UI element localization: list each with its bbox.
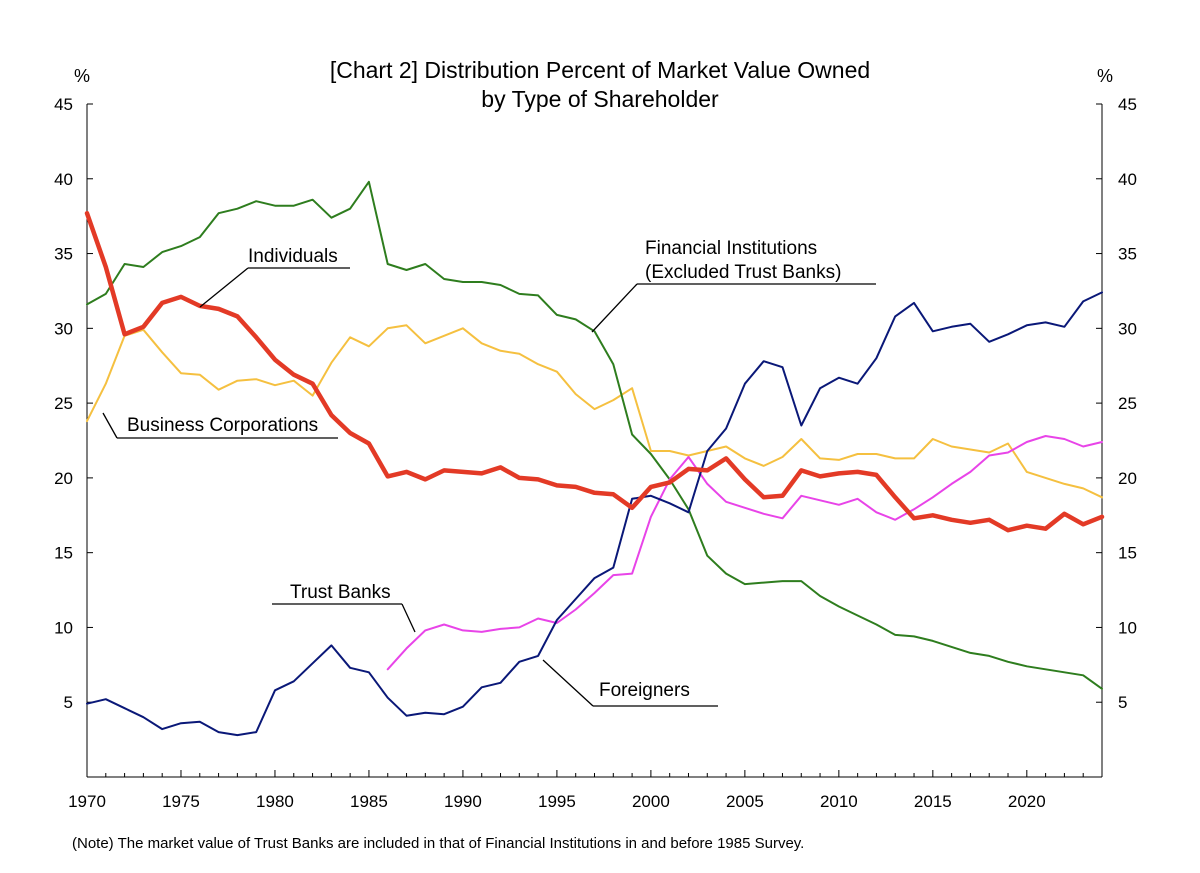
- leader-business-arrow: [102, 412, 118, 439]
- x-tick-label: 1995: [538, 792, 576, 811]
- x-tick-label: 2010: [820, 792, 858, 811]
- label-business: Business Corporations: [127, 415, 318, 436]
- y-tick-label-left: 25: [54, 394, 73, 413]
- label-individuals: Individuals: [248, 246, 338, 267]
- series-line-financial: [86, 180, 1103, 690]
- label-trust-banks: Trust Banks: [290, 582, 391, 603]
- x-tick-label: 2005: [726, 792, 764, 811]
- leader-trust-banks-arrow: [401, 603, 416, 633]
- x-tick-label: 2000: [632, 792, 670, 811]
- y-tick-label-left: 40: [54, 170, 73, 189]
- y-tick-label-right: 15: [1118, 544, 1137, 563]
- y-tick-label-left: 45: [54, 95, 73, 114]
- x-tick-label: 1980: [256, 792, 294, 811]
- y-tick-label-right: 40: [1118, 170, 1137, 189]
- y-tick-label-right: 25: [1118, 394, 1137, 413]
- series-layer: [84, 180, 1105, 737]
- series-line-foreigners: [86, 291, 1103, 737]
- annotations: Individuals Financial Institutions (Excl…: [102, 238, 876, 707]
- y-tick-label-left: 20: [54, 469, 73, 488]
- leader-foreigners-arrow: [542, 659, 594, 707]
- y-tick-label-right: 35: [1118, 245, 1137, 264]
- label-financial-line1: Financial Institutions: [645, 238, 817, 259]
- label-financial-line2: (Excluded Trust Banks): [645, 262, 841, 283]
- x-tick-label: 1985: [350, 792, 388, 811]
- x-tick-label: 2020: [1008, 792, 1046, 811]
- leader-financial-arrow: [591, 283, 638, 333]
- y-tick-label-left: 15: [54, 544, 73, 563]
- y-axis-unit-left: %: [74, 66, 90, 86]
- series-line-individuals: [84, 210, 1105, 533]
- label-foreigners: Foreigners: [599, 680, 690, 701]
- leader-individuals-arrow: [199, 267, 249, 308]
- y-tick-label-right: 5: [1118, 693, 1127, 712]
- y-tick-label-left: 5: [64, 693, 73, 712]
- x-tick-label: 1990: [444, 792, 482, 811]
- y-tick-label-left: 30: [54, 319, 73, 338]
- chart-title-line2: by Type of Shareholder: [481, 86, 719, 112]
- x-tick-label: 1975: [162, 792, 200, 811]
- y-tick-label-right: 30: [1118, 319, 1137, 338]
- x-tick-label: 1970: [68, 792, 106, 811]
- series-line-business: [86, 324, 1103, 499]
- y-tick-label-right: 45: [1118, 95, 1137, 114]
- y-tick-label-right: 20: [1118, 469, 1137, 488]
- y-axis-unit-right: %: [1097, 66, 1113, 86]
- x-tick-label: 2015: [914, 792, 952, 811]
- y-tick-label-right: 10: [1118, 618, 1137, 637]
- chart-note: (Note) The market value of Trust Banks a…: [72, 835, 804, 852]
- y-tick-label-left: 10: [54, 618, 73, 637]
- series-line-trust: [386, 435, 1103, 671]
- chart-title-line1: [Chart 2] Distribution Percent of Market…: [330, 57, 870, 83]
- y-tick-label-left: 35: [54, 245, 73, 264]
